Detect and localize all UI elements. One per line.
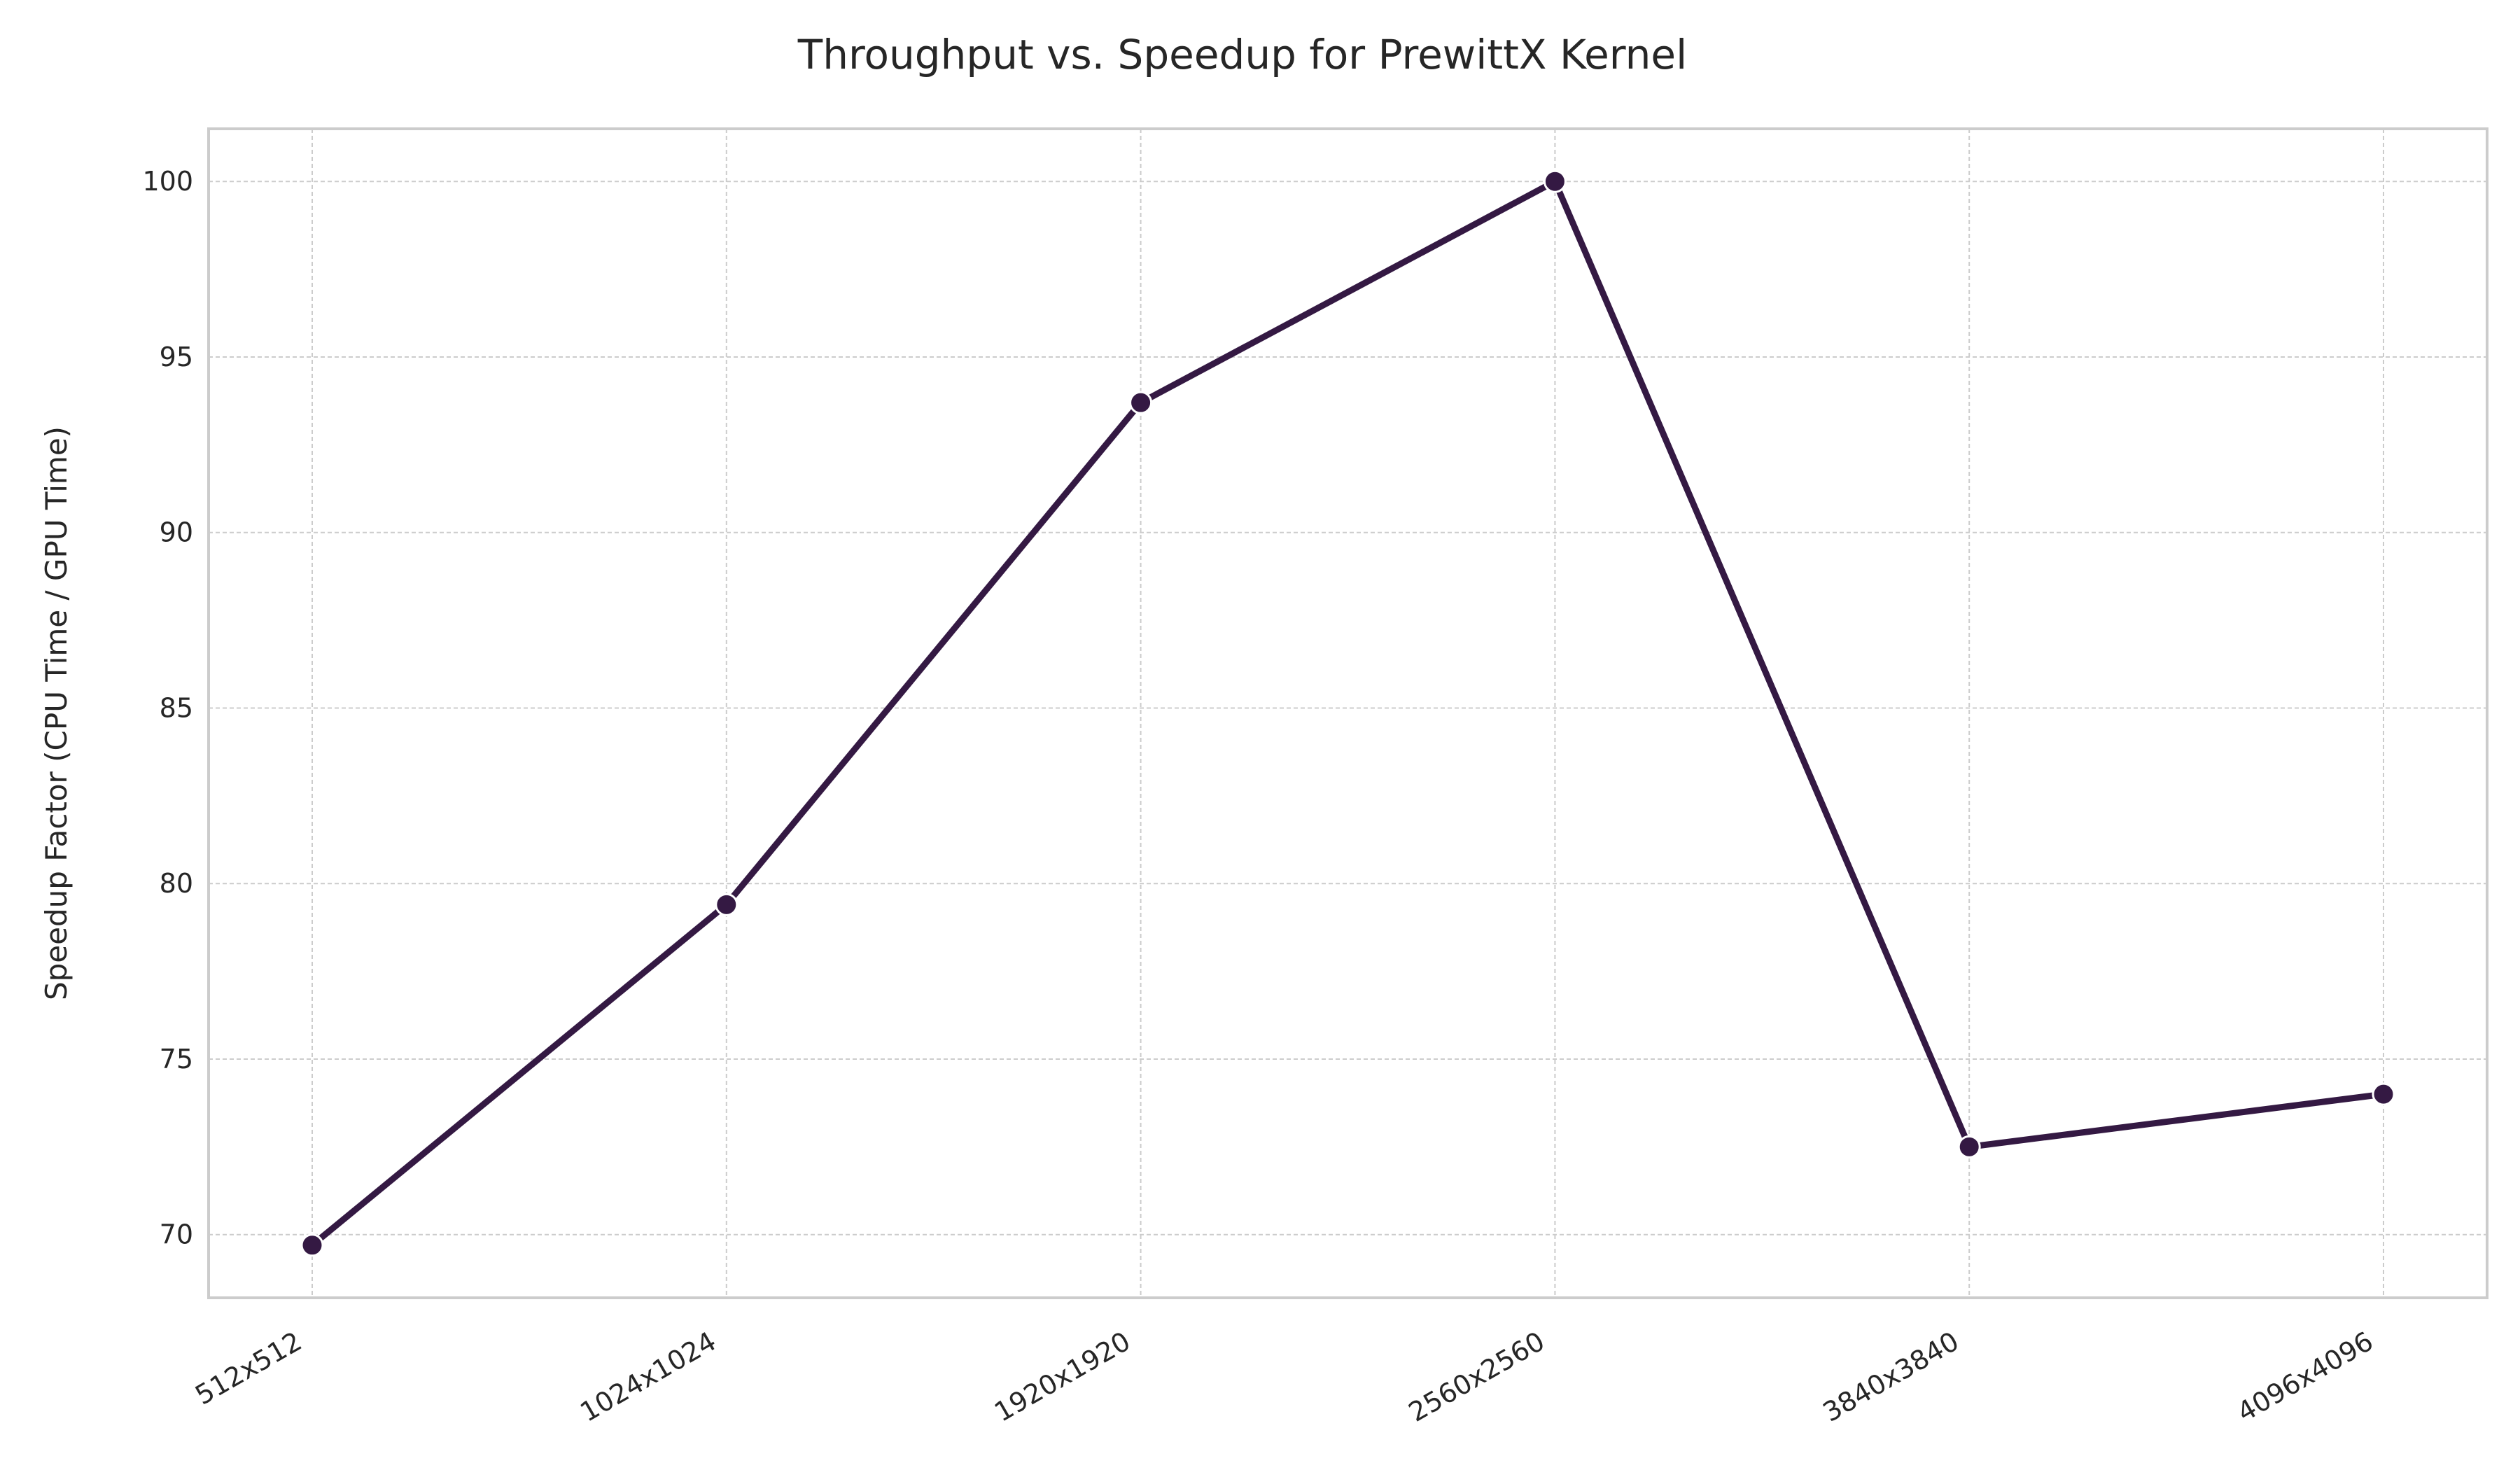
data-point [1129,391,1153,414]
data-point [2372,1082,2395,1106]
y-tick-label: 85 [160,692,193,723]
x-tick-label: 3840x3840 [1818,1326,1964,1428]
y-tick-label: 95 [160,342,193,372]
x-tick-label: 4096x4096 [2232,1326,2379,1428]
series [300,169,2395,1257]
plot-frame [207,127,2488,1299]
y-tick-label: 75 [160,1044,193,1074]
x-tick-label: 2560x2560 [1404,1326,1550,1428]
chart-title: Throughput vs. Speedup for PrewittX Kern… [797,31,1687,78]
data-point [1543,169,1567,193]
x-tick-label: 1024x1024 [575,1326,721,1428]
x-ticks: 512x512 1024x1024 1920x1920 2560x2560 3840x3… [190,1326,2378,1428]
y-tick-label: 100 [142,166,193,197]
y-ticks: 70 75 80 85 90 95 100 [142,166,193,1250]
data-point [1957,1135,1981,1158]
data-point [715,892,738,916]
y-tick-label: 70 [160,1219,193,1250]
series-line [309,178,2387,1249]
x-tick-label: 1920x1920 [989,1326,1135,1428]
data-point [300,1233,324,1257]
x-tick-label: 512x512 [190,1326,307,1411]
y-axis-label: Speedup Factor (CPU Time / GPU Time) [39,426,74,1000]
y-tick-label: 90 [160,517,193,548]
y-tick-label: 80 [160,868,193,899]
